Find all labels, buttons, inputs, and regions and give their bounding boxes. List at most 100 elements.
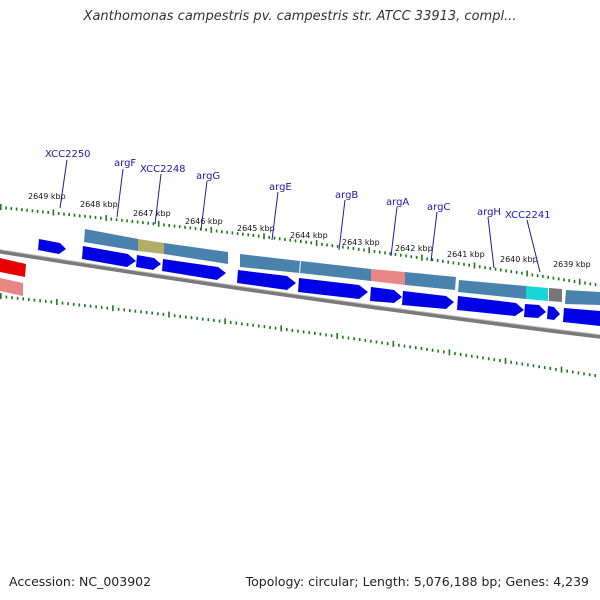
minor-tick [463,262,465,266]
minor-tick [106,306,109,310]
major-tick [421,254,423,261]
kbp-label: 2648 kbp [80,200,118,209]
minor-tick [510,360,512,364]
minor-tick [577,371,580,375]
minor-tick [63,212,65,216]
minor-tick [542,275,544,278]
minor-tick [33,298,36,302]
minor-tick [409,345,411,349]
gene-label-XCC2248[interactable]: XCC2248 [140,164,186,175]
forward-strand-cds [38,239,600,326]
cds-arrow-XCC2248 [136,255,161,270]
cds-arrow-argG [162,259,226,280]
major-tick [210,226,213,233]
minor-tick [555,367,557,371]
gene-label-argG[interactable]: argG [196,171,220,182]
minor-tick [594,374,596,378]
minor-tick [336,244,339,248]
minor-tick [28,298,30,301]
minor-tick [89,215,92,219]
minor-tick [194,227,197,231]
minor-tick [173,314,176,318]
feature-block-argE [240,254,300,273]
minor-tick [162,312,165,316]
minor-tick [370,339,372,343]
minor-tick [527,363,529,367]
gene-label-argF[interactable]: argF [114,158,136,169]
major-tick [473,262,476,269]
minor-tick [142,221,144,225]
minor-tick [305,240,307,244]
major-tick [0,293,2,299]
minor-tick [300,240,302,243]
kbp-label: 2641 kbp [447,250,485,259]
cds-arrow-XCC2250 [38,239,66,254]
gene-label-argB[interactable]: argB [335,190,358,201]
minor-tick [247,233,249,237]
leader-line [271,191,279,241]
gene-label-argA[interactable]: argA [386,197,409,208]
minor-tick [347,336,350,340]
minor-tick [521,362,524,366]
minor-tick [403,344,406,348]
gene-label-argE[interactable]: argE [269,182,292,193]
cds-arrow-argB [298,278,368,299]
minor-tick [189,226,192,230]
minor-tick [547,275,549,279]
minor-tick [437,349,439,353]
cds-arrow-argC [402,291,454,309]
minor-tick [269,326,271,329]
minor-tick [478,265,481,269]
minor-tick [115,218,118,222]
minor-tick [426,257,428,261]
minor-tick [589,282,592,286]
minor-tick [44,299,47,303]
accession-text: Accession: NC_003902 [9,574,152,589]
minor-tick [26,208,28,212]
minor-tick [583,372,585,376]
minor-tick [431,348,434,352]
minor-tick [489,266,492,270]
outer-tick-ring [0,204,597,287]
minor-tick [134,309,137,313]
minor-tick [15,207,18,211]
minor-tick [173,224,176,228]
minor-tick [505,269,507,273]
major-tick [224,318,226,325]
minor-tick [499,359,501,362]
minor-tick [78,214,81,218]
minor-tick [594,283,597,287]
minor-tick [145,311,148,314]
kbp-label: 2640 kbp [500,255,538,264]
leader-line [487,216,495,269]
minor-tick [242,232,244,236]
minor-tick [236,232,239,236]
minor-tick [207,318,210,322]
gene-label-XCC2241[interactable]: XCC2241 [505,210,551,221]
gene-label-argH[interactable]: argH [477,207,501,218]
major-tick [263,233,265,240]
minor-tick [178,225,181,229]
minor-tick [151,311,153,315]
feature-block-argF [84,229,138,251]
minor-tick [549,367,552,370]
minor-tick [95,305,97,309]
gene-label-XCC2250[interactable]: XCC2250 [45,149,91,160]
minor-tick [584,281,586,285]
major-tick [448,349,451,356]
kbp-label: 2639 kbp [553,260,591,269]
minor-tick [78,303,81,307]
minor-tick [373,249,376,253]
minor-tick [378,250,381,254]
minor-tick [566,369,568,373]
major-tick [112,305,114,312]
minor-tick [31,209,34,213]
minor-tick [152,222,155,226]
major-tick [526,270,528,277]
kbp-label: 2647 kbp [133,209,171,218]
minor-tick [415,346,417,350]
minor-tick [375,340,378,344]
gene-label-argC[interactable]: argC [427,202,450,213]
minor-tick [410,255,413,259]
minor-tick [184,225,186,229]
